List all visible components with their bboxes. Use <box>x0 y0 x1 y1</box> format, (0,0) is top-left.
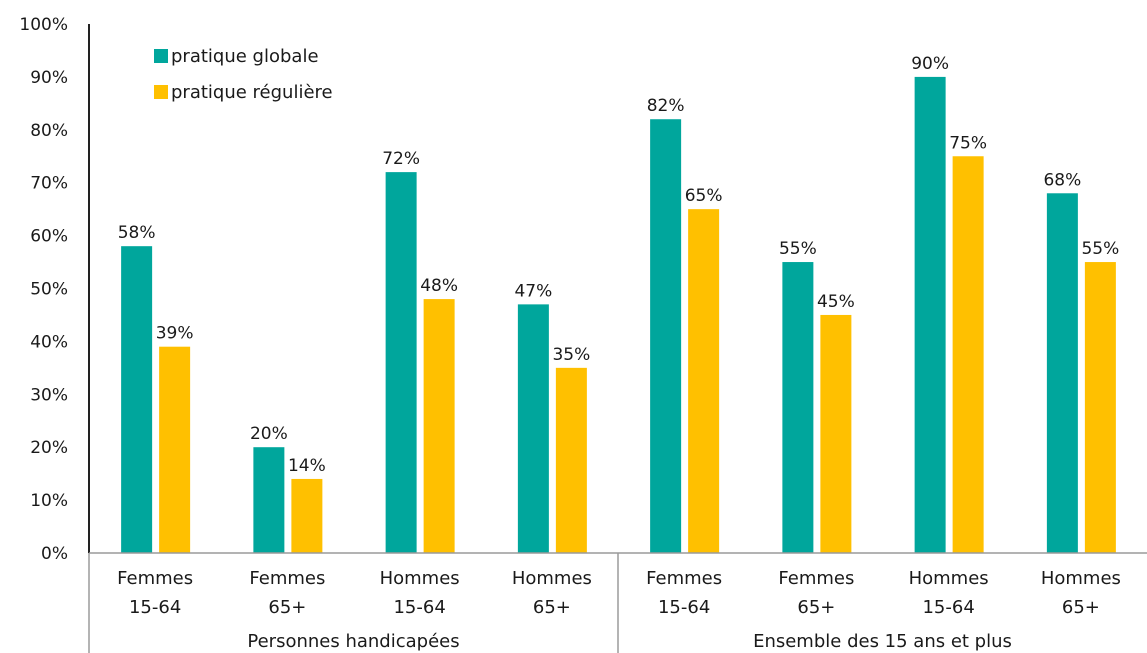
data-label: 39% <box>156 324 194 344</box>
bar <box>423 299 455 553</box>
bar <box>1046 193 1078 553</box>
y-tick-label: 0% <box>41 544 68 564</box>
data-label: 45% <box>817 292 855 312</box>
category-label: 15-64 <box>393 597 445 618</box>
y-tick-label: 40% <box>30 332 68 352</box>
y-tick-label: 80% <box>30 121 68 141</box>
category-label: 15-64 <box>658 597 710 618</box>
data-label: 55% <box>1081 239 1119 259</box>
group-label: Ensemble des 15 ans et plus <box>753 631 1012 652</box>
y-tick-label: 90% <box>30 68 68 88</box>
bar <box>291 478 323 553</box>
data-label: 20% <box>250 424 288 444</box>
data-label: 58% <box>118 223 156 243</box>
data-label: 90% <box>911 54 949 74</box>
category-label: Femmes <box>646 568 722 589</box>
category-label: 65+ <box>533 597 571 618</box>
bar <box>688 209 720 553</box>
y-tick-label: 10% <box>30 491 68 511</box>
bar <box>385 172 417 553</box>
bar <box>650 119 682 553</box>
data-label: 47% <box>514 281 552 301</box>
data-label: 48% <box>420 276 458 296</box>
category-label: Femmes <box>117 568 193 589</box>
bar <box>253 447 285 553</box>
data-label: 14% <box>288 456 326 476</box>
y-tick-label: 30% <box>30 385 68 405</box>
legend-swatch <box>154 85 168 99</box>
legend-label: pratique globale <box>171 46 319 67</box>
category-label: Femmes <box>249 568 325 589</box>
category-label: 65+ <box>1062 597 1100 618</box>
group-label: Personnes handicapées <box>247 631 459 652</box>
data-label: 82% <box>647 96 685 116</box>
y-tick-label: 50% <box>30 280 68 300</box>
bar <box>782 262 814 553</box>
data-label: 72% <box>382 149 420 169</box>
category-label: 65+ <box>797 597 835 618</box>
bar <box>159 346 191 553</box>
y-tick-label: 60% <box>30 227 68 247</box>
y-tick-label: 70% <box>30 174 68 194</box>
category-label: 15-64 <box>922 597 974 618</box>
x-axis: Femmes 15-64 Femmes 65+ Hommes 15-64 Hommes 65+… <box>88 552 1147 653</box>
bar <box>820 314 852 553</box>
bar <box>555 367 587 553</box>
legend: pratique globale pratique régulière <box>154 46 333 103</box>
data-label: 68% <box>1043 170 1081 190</box>
category-label: 15-64 <box>129 597 181 618</box>
legend-swatch <box>154 49 168 63</box>
bar <box>1084 262 1116 553</box>
y-tick-label: 20% <box>30 438 68 458</box>
axes: 0% 10% 20% 30% 40% 50% 60% 70% 80% 90% 100% <box>19 15 90 564</box>
y-tick-label: 100% <box>19 15 68 35</box>
category-label: Hommes <box>909 568 989 589</box>
category-label: 65+ <box>268 597 306 618</box>
bar <box>517 304 549 553</box>
bar <box>914 76 946 554</box>
legend-label: pratique régulière <box>171 82 333 103</box>
data-label: 65% <box>685 186 723 206</box>
bar <box>952 156 984 553</box>
data-labels: 58% 20% 72% 47% 82% 55% 90% 68% 39% 14% 48% 35% 65% 4… <box>118 54 1120 476</box>
data-label: 75% <box>949 133 987 153</box>
category-label: Hommes <box>380 568 460 589</box>
bar <box>121 246 153 553</box>
category-label: Femmes <box>778 568 854 589</box>
category-label: Hommes <box>512 568 592 589</box>
data-label: 55% <box>779 239 817 259</box>
category-label: Hommes <box>1041 568 1121 589</box>
bars <box>121 76 1116 554</box>
data-label: 35% <box>552 345 590 365</box>
